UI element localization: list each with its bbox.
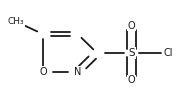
Text: O: O (128, 21, 135, 31)
Text: Cl: Cl (164, 48, 173, 58)
Text: O: O (39, 67, 47, 77)
Text: O: O (128, 75, 135, 85)
Text: S: S (128, 48, 135, 58)
Text: N: N (74, 67, 81, 77)
Text: CH₃: CH₃ (8, 17, 24, 26)
